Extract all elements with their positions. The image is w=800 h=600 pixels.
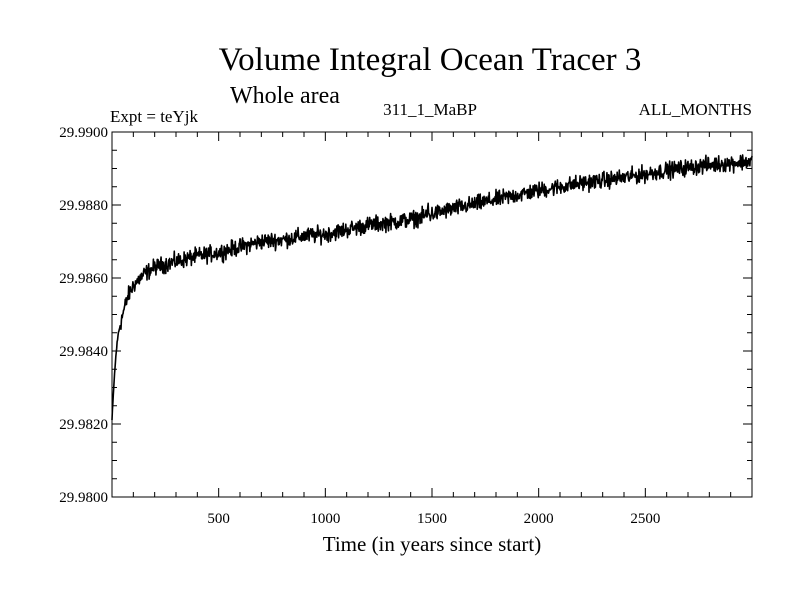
months-label: ALL_MONTHS — [639, 100, 752, 119]
expt-label: Expt = teYjk — [110, 107, 198, 126]
run-label: 311_1_MaBP — [383, 100, 477, 119]
x-tick-label: 2000 — [524, 511, 554, 527]
y-tick-label: 29.9840 — [59, 344, 108, 360]
x-tick-label: 500 — [207, 511, 230, 527]
tracer-series-line — [111, 154, 753, 421]
y-tick-label: 29.9860 — [59, 271, 108, 287]
x-axis: 500 1000 1500 2000 2500 — [132, 132, 732, 527]
y-tick-label: 29.9880 — [59, 198, 108, 214]
plot-frame — [111, 131, 753, 498]
y-axis: 29.9800 29.9820 29.9840 29.9860 29.9880 29.99… — [59, 125, 752, 506]
chart-subtitle: Whole area — [230, 83, 340, 109]
y-tick-label: 29.9900 — [59, 125, 108, 141]
y-tick-label: 29.9800 — [59, 490, 108, 506]
y-tick-label: 29.9820 — [59, 417, 108, 433]
chart-title: Volume Integral Ocean Tracer 3 — [219, 42, 642, 78]
series-layer — [111, 154, 753, 421]
x-tick-label: 1000 — [310, 511, 340, 527]
x-axis-label: Time (in years since start) — [323, 532, 542, 556]
x-tick-label: 2500 — [630, 511, 660, 527]
x-tick-label: 1500 — [417, 511, 447, 527]
